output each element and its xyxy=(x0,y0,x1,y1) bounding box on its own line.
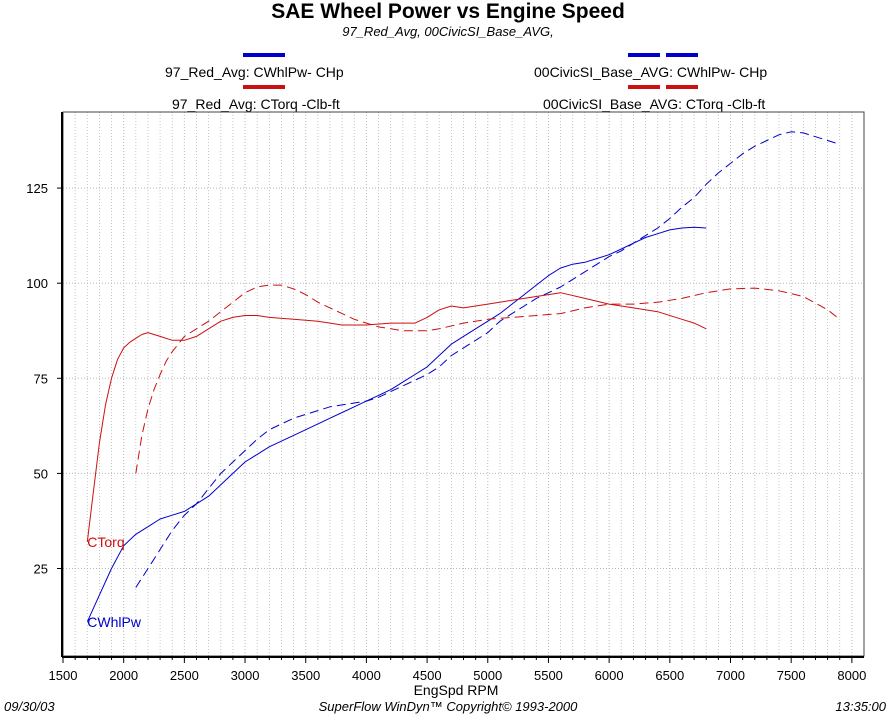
footer-time: 13:35:00 xyxy=(835,699,886,714)
x-tick-label: 3500 xyxy=(291,668,320,683)
chart-title: SAE Wheel Power vs Engine Speed xyxy=(271,0,625,23)
x-tick-label: 7500 xyxy=(777,668,806,683)
y-tick-label: 50 xyxy=(34,466,48,481)
x-tick-label: 6500 xyxy=(655,668,684,683)
series-line-00civicsi-base-avg-ctorq-clb-ft xyxy=(135,284,841,474)
x-tick-label: 2500 xyxy=(170,668,199,683)
legend-label-red-avg-power: 97_Red_Avg: CWhlPw- CHp xyxy=(165,64,344,80)
legend-label-civic-torque: 00CivicSI_Base_AVG: CTorq -Clb-ft xyxy=(543,96,766,112)
chart-subtitle: 97_Red_Avg, 00CivicSI_Base_AVG, xyxy=(342,24,554,39)
x-tick-label: 2000 xyxy=(109,668,138,683)
y-tick-label: 25 xyxy=(34,562,48,577)
x-axis-label: EngSpd RPM xyxy=(414,682,499,698)
chart-series xyxy=(86,131,841,623)
x-tick-label: 1500 xyxy=(49,668,78,683)
x-tick-label: 5000 xyxy=(473,668,502,683)
x-tick-label: 4500 xyxy=(413,668,442,683)
legend-swatch-civic-torque xyxy=(628,85,698,89)
axis-ticks: 1500 2000 2500 3000 3500 4000 4500 5000 5500 6000… xyxy=(26,181,866,683)
footer-date: 09/30/03 xyxy=(4,699,55,714)
series-line-97-red-avg-cwhlpw-chp xyxy=(86,226,707,623)
y-tick-label: 125 xyxy=(26,181,48,196)
chart-annotations: CTorq CWhlPw xyxy=(87,534,142,630)
legend-label-red-avg-torque: 97_Red_Avg: CTorq -Clb-ft xyxy=(172,96,340,112)
y-tick-label: 100 xyxy=(26,276,48,291)
series-line-97-red-avg-ctorq-clb-ft xyxy=(86,292,707,542)
plot-frame xyxy=(61,111,865,658)
annotation-ctorq: CTorq xyxy=(87,534,124,550)
series-line-00civicsi-base-avg-cwhlpw-chp xyxy=(135,131,840,588)
x-tick-label: 6000 xyxy=(595,668,624,683)
x-tick-label: 4000 xyxy=(352,668,381,683)
legend-swatch-red-avg-power xyxy=(243,53,285,57)
x-tick-label: 5500 xyxy=(534,668,563,683)
x-tick-label: 7000 xyxy=(716,668,745,683)
legend-label-civic-power: 00CivicSI_Base_AVG: CWhlPw- CHp xyxy=(534,64,768,80)
chart-grid xyxy=(63,112,864,656)
x-tick-label: 8000 xyxy=(837,668,866,683)
legend-swatch-civic-power xyxy=(628,53,698,57)
x-tick-label: 3000 xyxy=(231,668,260,683)
legend-swatch-red-avg-torque xyxy=(243,85,285,89)
annotation-cwhlpw: CWhlPw xyxy=(87,614,142,630)
y-tick-label: 75 xyxy=(34,371,48,386)
footer-copyright: SuperFlow WinDyn™ Copyright© 1993-2000 xyxy=(318,699,578,714)
